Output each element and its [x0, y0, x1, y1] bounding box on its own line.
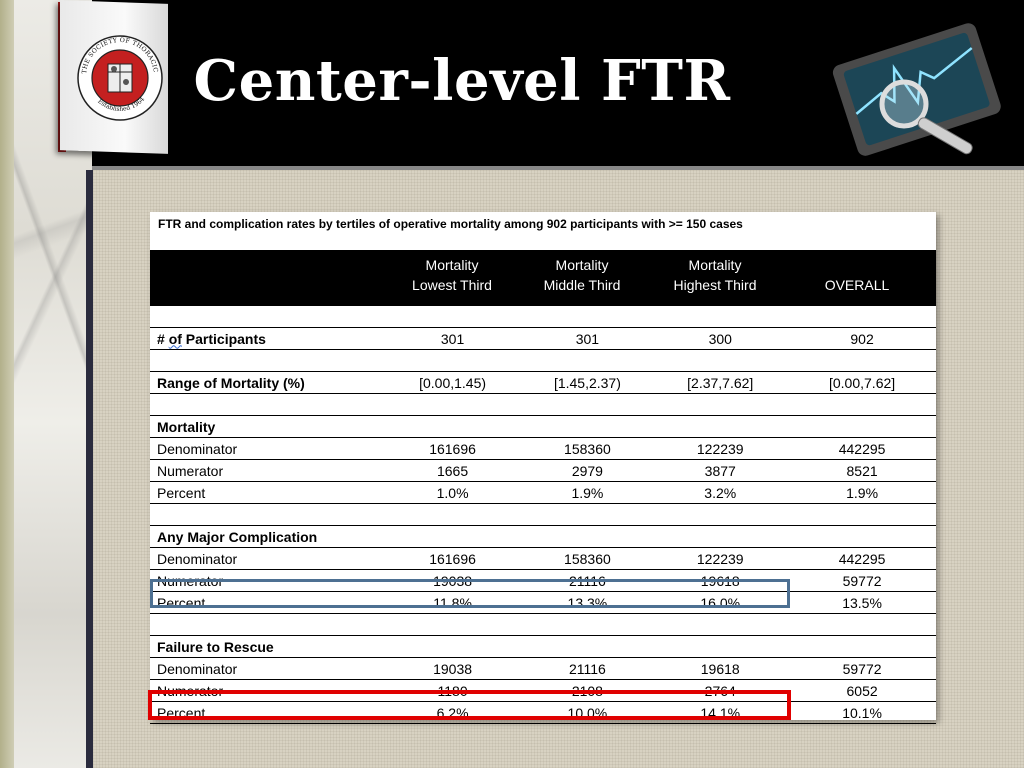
table-row: Numerator 1180 2108 2764 6052 — [150, 679, 936, 702]
table-row: Range of Mortality (%) [0.00,1.45) [1.45… — [150, 371, 936, 394]
row-label-participants: # of Participants — [150, 327, 383, 350]
slide-title: Center-level FTR — [193, 48, 731, 114]
section-header: Mortality — [150, 415, 936, 438]
table-row — [150, 503, 936, 526]
vertical-divider — [86, 170, 93, 768]
table-row — [150, 349, 936, 372]
marble-edge — [0, 0, 14, 768]
title-underline — [92, 166, 1024, 170]
col-header-lowest: Mortality Lowest Third — [412, 257, 492, 293]
table-header: Mortality Lowest Third Mortality Middle … — [150, 250, 936, 306]
col-header-overall: OVERALL — [824, 277, 890, 293]
table-row: Denominator 19038 21116 19618 59772 — [150, 657, 936, 680]
section-header: Failure to Rescue — [150, 635, 936, 658]
results-table: FTR and complication rates by tertiles o… — [150, 212, 936, 724]
table-row — [150, 613, 936, 636]
col-header-middle: Mortality Middle Third — [543, 257, 621, 293]
section-header: Any Major Complication — [150, 525, 936, 548]
table-row: Percent 1.0% 1.9% 3.2% 1.9% — [150, 481, 936, 504]
complication-percent-highlight-box — [150, 579, 790, 608]
table-row: Denominator 161696 158360 122239 442295 — [150, 437, 936, 460]
table-row — [150, 306, 936, 328]
table-row — [150, 393, 936, 416]
table-row: Denominator 161696 158360 122239 442295 — [150, 547, 936, 570]
table-row: Numerator 1665 2979 3877 8521 — [150, 459, 936, 482]
row-label-range: Range of Mortality (%) — [150, 371, 383, 394]
sts-seal-logo: THE SOCIETY OF THORACIC SURGEONS Establi… — [71, 15, 164, 130]
col-header-highest: Mortality Highest Third — [673, 257, 757, 293]
monitor-magnifier-icon — [822, 12, 1022, 162]
ftr-percent-highlight-box — [148, 690, 791, 720]
table-caption: FTR and complication rates by tertiles o… — [158, 217, 743, 231]
table-row: # of Participants 301 301 300 902 — [150, 327, 936, 350]
data-grid: # of Participants 301 301 300 902 Range … — [150, 306, 936, 724]
